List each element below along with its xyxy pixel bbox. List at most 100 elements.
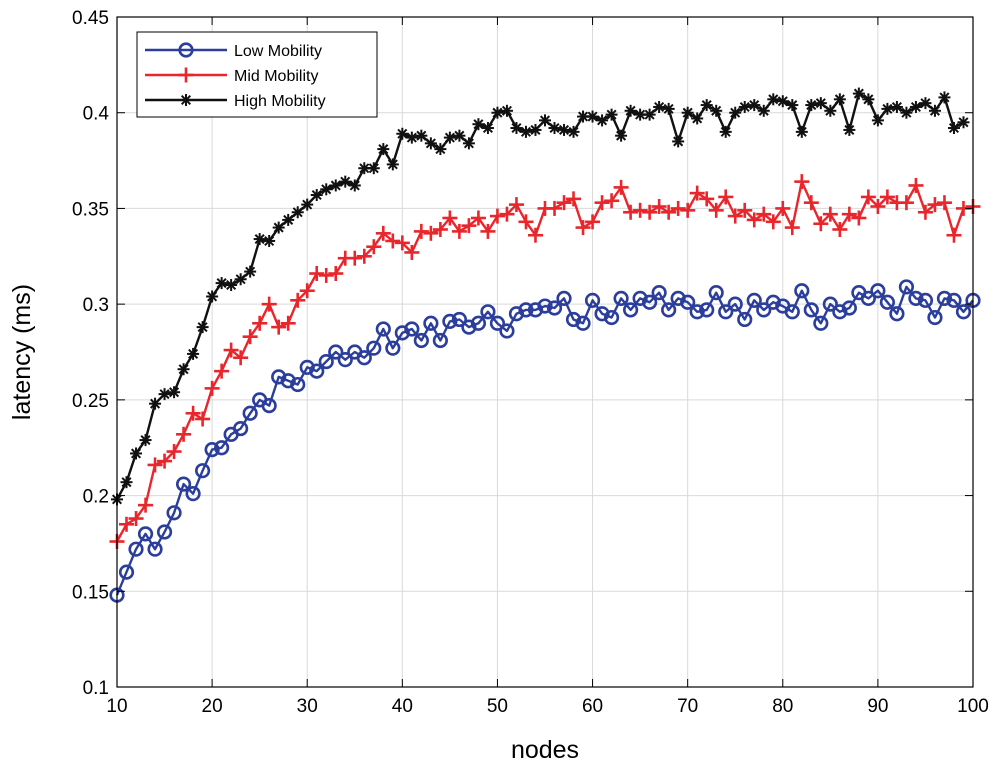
data-point-low-mobility [889,306,905,322]
data-point-low-mobility [594,306,610,322]
data-point-high-mobility [767,93,780,106]
data-point-low-mobility [718,304,734,320]
star-stroke [378,144,389,155]
data-point-high-mobility [871,114,884,127]
y-tick-label: 0.3 [83,295,109,316]
x-tick-label: 30 [297,696,318,717]
data-point-mid-mobility [613,179,629,195]
data-point-high-mobility [500,104,513,117]
data-point-high-mobility [310,189,323,202]
data-point-mid-mobility [423,225,439,241]
data-point-mid-mobility [708,202,724,218]
star-stroke [216,278,227,289]
data-point-low-mobility [622,302,639,318]
data-point-high-mobility [358,162,371,175]
data-point-low-mobility [936,290,953,307]
star-stroke [178,364,189,375]
data-point-low-mobility [128,541,144,557]
data-point-low-mobility [841,300,857,316]
star-stroke [435,144,446,155]
data-point-mid-mobility [176,426,192,442]
data-point-low-mobility [689,304,705,320]
data-point-high-mobility [691,112,704,125]
data-point-mid-mobility [727,208,743,224]
star-stroke [844,124,855,135]
data-point-high-mobility [282,213,295,226]
plot-area [117,17,973,687]
data-point-high-mobility [168,386,181,399]
data-point-low-mobility [404,321,420,337]
data-point-low-mobility [680,294,696,310]
star-stroke [692,113,703,124]
data-point-mid-mobility [841,206,857,222]
star-stroke [235,274,246,285]
legend-label-high-mobility: High Mobility [234,93,326,110]
data-point-mid-mobility [328,266,344,282]
data-point-mid-mobility [832,221,848,237]
data-point-low-mobility [451,311,468,328]
plot-frame [116,16,974,688]
data-point-low-mobility [175,476,192,492]
star-stroke [711,105,722,116]
data-point-low-mobility [461,319,477,335]
data-point-high-mobility [909,100,922,113]
star-stroke [226,279,237,291]
data-point-mid-mobility [204,380,220,396]
data-point-high-mobility [605,108,618,121]
data-point-mid-mobility [917,204,933,220]
data-point-mid-mobility [604,193,620,209]
data-point-high-mobility [529,123,542,136]
data-point-mid-mobility [527,227,543,243]
data-point-high-mobility [225,279,238,291]
legend-label-low-mobility: Low Mobility [234,43,322,60]
star-stroke [682,107,693,118]
star-stroke [273,222,284,233]
data-point-high-mobility [510,122,523,135]
x-tick-label: 20 [202,696,223,717]
data-point-mid-mobility [451,223,467,239]
data-point-high-mobility [662,102,675,115]
data-point-mid-mobility [556,195,572,211]
star-stroke [340,176,351,187]
data-point-low-mobility [432,332,448,349]
data-point-low-mobility [565,311,582,328]
data-point-high-mobility [139,434,152,447]
star-stroke [758,105,769,116]
data-point-low-mobility [908,290,924,307]
data-point-mid-mobility [927,197,943,213]
star-stroke [539,115,551,126]
data-point-mid-mobility [128,511,144,527]
star-stroke [701,100,712,111]
x-tick-label: 40 [392,696,413,717]
data-point-mid-mobility [375,225,391,241]
data-point-high-mobility [643,108,656,121]
legend: Low Mobility Mid Mobility High Mobility [136,31,378,118]
star-stroke [654,101,665,112]
star-stroke [463,138,474,149]
data-point-low-mobility [518,302,534,318]
data-point-high-mobility [615,129,628,142]
data-point-high-mobility [757,104,770,117]
star-stroke [768,94,779,105]
data-point-low-mobility [794,283,810,299]
data-point-high-mobility [558,123,571,136]
x-tick-label: 80 [772,696,793,717]
data-point-low-mobility [214,440,230,456]
data-point-high-mobility [320,183,333,196]
y-tick-label: 0.15 [72,582,109,603]
data-point-high-mobility [681,106,694,119]
data-point-low-mobility [870,283,886,299]
data-point-low-mobility [584,292,601,308]
legend-label-mid-mobility: Mid Mobility [234,68,318,85]
data-point-mid-mobility [432,221,448,237]
data-point-mid-mobility [822,206,838,222]
x-tick-label: 60 [582,696,603,717]
data-point-low-mobility [280,373,296,389]
star-stroke [597,115,608,126]
data-point-high-mobility [367,162,380,175]
data-point-mid-mobility [642,204,658,220]
data-point-high-mobility [234,273,247,286]
star-stroke [882,103,893,114]
data-point-high-mobility [805,99,818,112]
data-point-high-mobility [624,104,637,117]
